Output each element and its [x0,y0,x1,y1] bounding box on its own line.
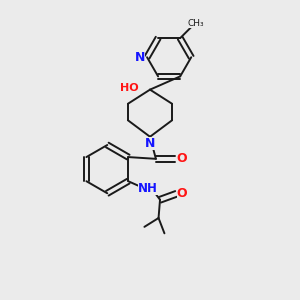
Text: N: N [145,137,155,150]
Text: O: O [177,187,188,200]
Text: HO: HO [120,83,139,93]
Text: O: O [176,152,187,165]
Text: CH₃: CH₃ [187,19,204,28]
Text: N: N [134,51,145,64]
Text: NH: NH [138,182,158,195]
